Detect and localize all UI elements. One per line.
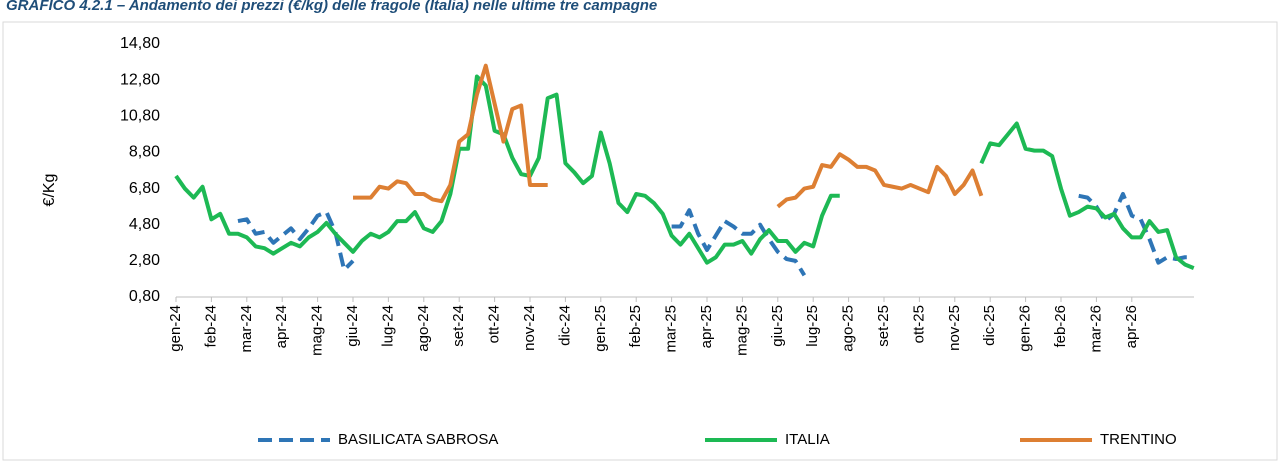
x-tick-label: ago-25 xyxy=(840,305,857,352)
y-tick-label: 2,80 xyxy=(129,252,160,269)
x-tick-label: giu-25 xyxy=(769,305,786,347)
y-tick-label: 4,80 xyxy=(129,216,160,233)
x-tick-label: feb-24 xyxy=(202,305,219,348)
x-tick-label: ott-24 xyxy=(486,305,503,343)
x-tick-label: apr-25 xyxy=(698,305,715,348)
y-axis-label: €/Kg xyxy=(41,174,58,207)
x-tick-label: mag-25 xyxy=(733,305,750,356)
chart-frame xyxy=(2,21,1278,461)
x-tick-label: apr-26 xyxy=(1123,305,1140,348)
series-line xyxy=(353,63,984,209)
x-tick-label: set-24 xyxy=(450,305,467,347)
x-tick-label: gen-26 xyxy=(1017,305,1034,352)
x-tick-label: gen-25 xyxy=(592,305,609,352)
x-tick-label: mag-24 xyxy=(309,305,326,356)
y-tick-label: 12,80 xyxy=(120,71,160,88)
x-tick-label: mar-24 xyxy=(238,305,255,353)
x-tick-label: lug-24 xyxy=(379,305,396,347)
x-tick-label: nov-24 xyxy=(521,305,538,351)
legend-label: ITALIA xyxy=(785,431,830,448)
y-tick-label: 10,80 xyxy=(120,108,160,125)
x-tick-label: mar-26 xyxy=(1087,305,1104,353)
x-tick-label: ago-24 xyxy=(415,305,432,352)
legend-label: TRENTINO xyxy=(1100,431,1177,448)
x-tick-label: ott-25 xyxy=(910,305,927,343)
x-tick-label: set-25 xyxy=(875,305,892,347)
x-tick-label: feb-26 xyxy=(1052,305,1069,348)
x-tick-label: giu-24 xyxy=(344,305,361,347)
chart-title: GRAFICO 4.2.1 – Andamento dei prezzi (€/… xyxy=(6,0,657,14)
x-tick-label: gen-24 xyxy=(167,305,184,352)
x-tick-label: dic-24 xyxy=(556,305,573,346)
legend-label: BASILICATA SABROSA xyxy=(338,431,498,448)
x-tick-label: apr-24 xyxy=(273,305,290,348)
y-tick-label: 6,80 xyxy=(129,180,160,197)
y-tick-label: 0,80 xyxy=(129,288,160,305)
y-tick-label: 14,80 xyxy=(120,35,160,52)
y-tick-label: 8,80 xyxy=(129,144,160,161)
x-tick-label: nov-25 xyxy=(946,305,963,351)
x-tick-label: feb-25 xyxy=(627,305,644,348)
x-tick-label: mar-25 xyxy=(663,305,680,353)
x-tick-label: dic-25 xyxy=(981,305,998,346)
x-tick-label: lug-25 xyxy=(804,305,821,347)
series-line xyxy=(174,74,1195,270)
